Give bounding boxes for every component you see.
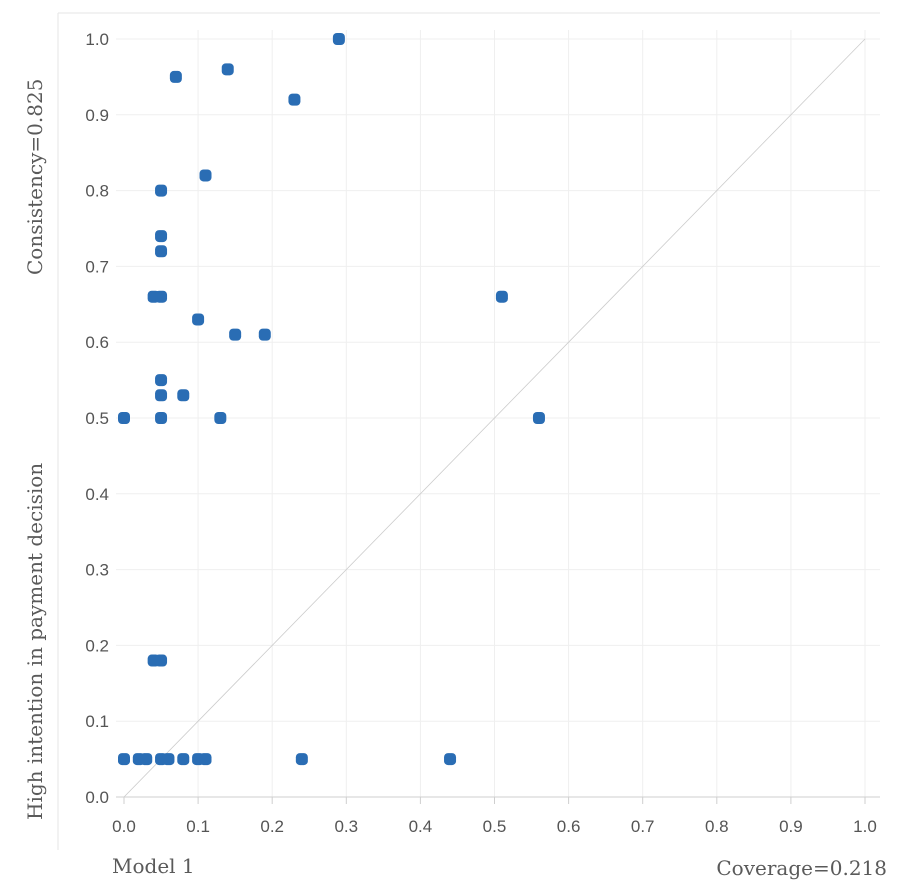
x-tick-label: 0.4: [409, 817, 433, 836]
x-tick-label: 0.8: [705, 817, 729, 836]
data-point: [332, 33, 345, 45]
x-tick-label: 0.1: [186, 817, 210, 836]
x-axis-ticks: 0.0 0.1 0.2 0.3 0.4 0.5 0.6 0.7 0.8 0.9 1.0: [112, 797, 877, 836]
data-point: [162, 753, 175, 766]
y-tick-label: 0.6: [85, 333, 109, 352]
diagonal-reference-line: [123, 38, 866, 798]
data-point: [199, 753, 212, 766]
data-point: [192, 313, 205, 326]
data-point: [444, 753, 457, 766]
data-point: [295, 753, 308, 766]
data-point: [288, 93, 301, 106]
y-tick-label: 0.4: [85, 485, 109, 504]
x-tick-label: 0.7: [631, 817, 655, 836]
y-tick-label: 0.1: [85, 712, 109, 731]
x-tick-label: 0.0: [112, 817, 136, 836]
data-point: [155, 412, 168, 424]
y-tick-label: 0.0: [85, 788, 109, 807]
data-point: [214, 412, 227, 424]
data-point: [155, 230, 168, 243]
x-tick-label: 0.5: [483, 817, 507, 836]
data-point: [199, 169, 212, 182]
y-tick-label: 0.5: [85, 409, 109, 428]
y-tick-label: 0.8: [85, 182, 109, 201]
data-point: [495, 290, 508, 303]
data-point: [169, 70, 182, 83]
y-tick-label: 0.3: [85, 561, 109, 580]
x-tick-label: 0.9: [779, 817, 803, 836]
data-point: [118, 753, 130, 766]
data-point: [155, 184, 168, 197]
y-axis-consistency-note: Consistency=0.825: [23, 79, 47, 275]
y-tick-label: 0.9: [85, 106, 109, 125]
y-axis-title: High intention in payment decision: [23, 463, 47, 820]
data-point: [118, 412, 130, 424]
y-axis-ticks: 0.0 0.1 0.2 0.3 0.4 0.5 0.6 0.7 0.8 0.9 1.0: [85, 30, 109, 807]
y-tick-label: 0.7: [85, 257, 109, 276]
x-tick-label: 0.2: [260, 817, 284, 836]
data-point: [532, 412, 545, 424]
data-points: [118, 33, 545, 766]
model-label: Model 1: [112, 854, 195, 878]
y-tick-label: 1.0: [85, 30, 109, 49]
data-point: [177, 389, 190, 402]
grid: [116, 30, 880, 797]
data-point: [221, 63, 234, 76]
x-tick-label: 1.0: [853, 817, 877, 836]
data-point: [140, 753, 153, 766]
data-point: [155, 374, 168, 387]
data-point: [258, 328, 271, 341]
x-axis-coverage-label: Coverage=0.218: [716, 856, 887, 880]
x-tick-label: 0.3: [334, 817, 358, 836]
data-point: [155, 389, 168, 402]
data-point: [177, 753, 190, 766]
y-tick-label: 0.2: [85, 636, 109, 655]
data-point: [155, 654, 168, 667]
data-point: [155, 290, 168, 303]
data-point: [155, 245, 168, 258]
data-point: [229, 328, 242, 341]
x-tick-label: 0.6: [557, 817, 581, 836]
